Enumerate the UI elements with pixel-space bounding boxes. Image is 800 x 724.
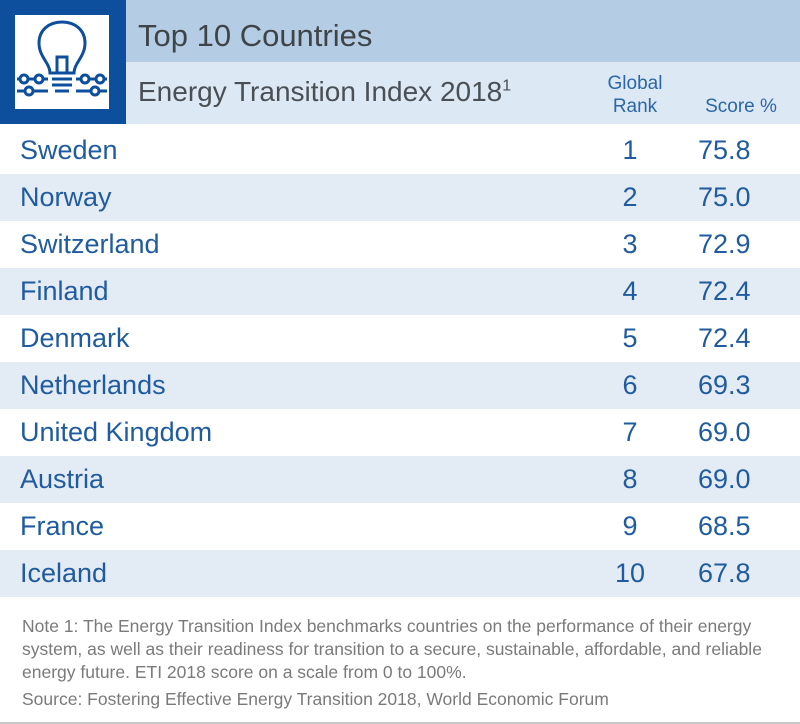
- table-row: Finland 4 72.4: [0, 268, 800, 315]
- title-band: Top 10 Countries: [126, 0, 800, 62]
- score-cell: 69.3: [698, 370, 751, 400]
- score-cell: 72.4: [698, 323, 751, 353]
- score-cell: 72.4: [698, 276, 751, 306]
- score-cell: 68.5: [698, 511, 751, 541]
- subtitle-text: Energy Transition Index 2018: [138, 76, 503, 107]
- rank-cell: 2: [622, 182, 638, 212]
- footer: Note 1: The Energy Transition Index benc…: [0, 597, 800, 724]
- table-row: Sweden 1 75.8: [0, 127, 800, 174]
- column-header-rank-line1: Global: [607, 73, 663, 94]
- footnote-mark: 1: [502, 77, 512, 95]
- table-row: Switzerland 3 72.9: [0, 221, 800, 268]
- subtitle: Energy Transition Index 20181: [138, 76, 511, 108]
- table-row: Iceland 10 67.8: [0, 550, 800, 597]
- country-cell: Denmark: [20, 323, 130, 353]
- table-row: Austria 8 69.0: [0, 456, 800, 503]
- lightbulb-circuit-icon: [17, 20, 107, 97]
- page-title: Top 10 Countries: [138, 18, 373, 53]
- score-cell: 67.8: [698, 558, 751, 588]
- country-cell: Norway: [20, 182, 112, 212]
- rank-cell: 8: [622, 464, 638, 494]
- rank-cell: 5: [622, 323, 638, 353]
- score-cell: 69.0: [698, 417, 751, 447]
- score-cell: 75.8: [698, 135, 751, 165]
- rank-cell: 6: [622, 370, 638, 400]
- rank-cell: 1: [622, 135, 638, 165]
- table-row: Netherlands 6 69.3: [0, 362, 800, 409]
- rank-cell: 7: [622, 417, 638, 447]
- column-header-rank-line2: Rank: [612, 96, 658, 117]
- table-row: France 9 68.5: [0, 503, 800, 550]
- country-cell: Sweden: [20, 135, 118, 165]
- table-row: Denmark 5 72.4: [0, 315, 800, 362]
- column-header-rank: Global Rank: [590, 72, 680, 118]
- country-cell: France: [20, 511, 105, 541]
- table-row: Norway 2 75.0: [0, 174, 800, 221]
- table-row: United Kingdom 7 69.0: [0, 409, 800, 456]
- source-note: Source: Fostering Effective Energy Trans…: [22, 689, 609, 709]
- rank-cell: 10: [614, 558, 646, 588]
- country-cell: Netherlands: [20, 370, 166, 400]
- country-cell: United Kingdom: [20, 417, 213, 447]
- logo: [0, 0, 126, 124]
- score-cell: 69.0: [698, 464, 751, 494]
- country-cell: Iceland: [20, 558, 108, 588]
- country-cell: Switzerland: [20, 229, 160, 259]
- rank-cell: 3: [622, 229, 638, 259]
- score-cell: 72.9: [698, 229, 751, 259]
- column-header-score: Score %: [705, 96, 777, 117]
- score-cell: 75.0: [698, 182, 751, 212]
- subtitle-band: Energy Transition Index 20181 Global Ran…: [126, 62, 800, 124]
- footnote: Note 1: The Energy Transition Index benc…: [22, 616, 762, 682]
- country-cell: Austria: [20, 464, 105, 494]
- rank-cell: 4: [622, 276, 638, 306]
- rank-cell: 9: [622, 511, 638, 541]
- country-cell: Finland: [20, 276, 109, 306]
